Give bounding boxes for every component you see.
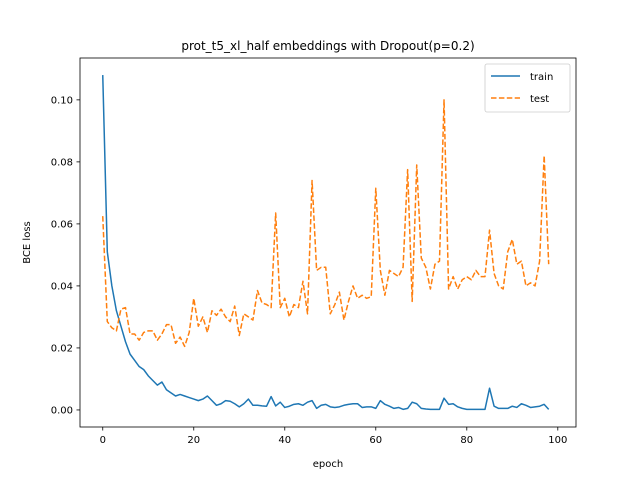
x-tick-label: 40: [278, 435, 291, 446]
legend-box: [484, 63, 571, 113]
y-tick-label: 0.04: [51, 281, 73, 292]
plot-lines: [102, 75, 550, 411]
plot-frame: [79, 57, 577, 428]
y-tick-label: 0.00: [51, 405, 73, 416]
x-tick-label: 0: [100, 435, 106, 446]
x-tick-label: 60: [369, 435, 382, 446]
series-line-train: [102, 75, 550, 411]
series-line-test: [102, 99, 550, 348]
x-tick-label: 100: [548, 435, 567, 446]
y-tick-label: 0.06: [51, 219, 73, 230]
x-axis-label: epoch: [313, 459, 343, 470]
x-tick-label: 20: [187, 435, 200, 446]
y-axis: 0.00 0.02 0.04 0.06 0.08 0.10: [51, 95, 80, 416]
x-axis: 0 20 40 60 80 100: [100, 427, 567, 446]
legend-label-test: test: [530, 94, 549, 105]
y-tick-label: 0.10: [51, 95, 73, 106]
legend: train test: [484, 63, 571, 113]
legend-label-train: train: [530, 72, 553, 83]
y-axis-label: BCE loss: [22, 221, 33, 263]
chart-title: prot_t5_xl_half embeddings with Dropout(…: [181, 39, 474, 53]
y-tick-label: 0.08: [51, 157, 73, 168]
y-tick-label: 0.02: [51, 343, 73, 354]
x-tick-label: 80: [460, 435, 473, 446]
